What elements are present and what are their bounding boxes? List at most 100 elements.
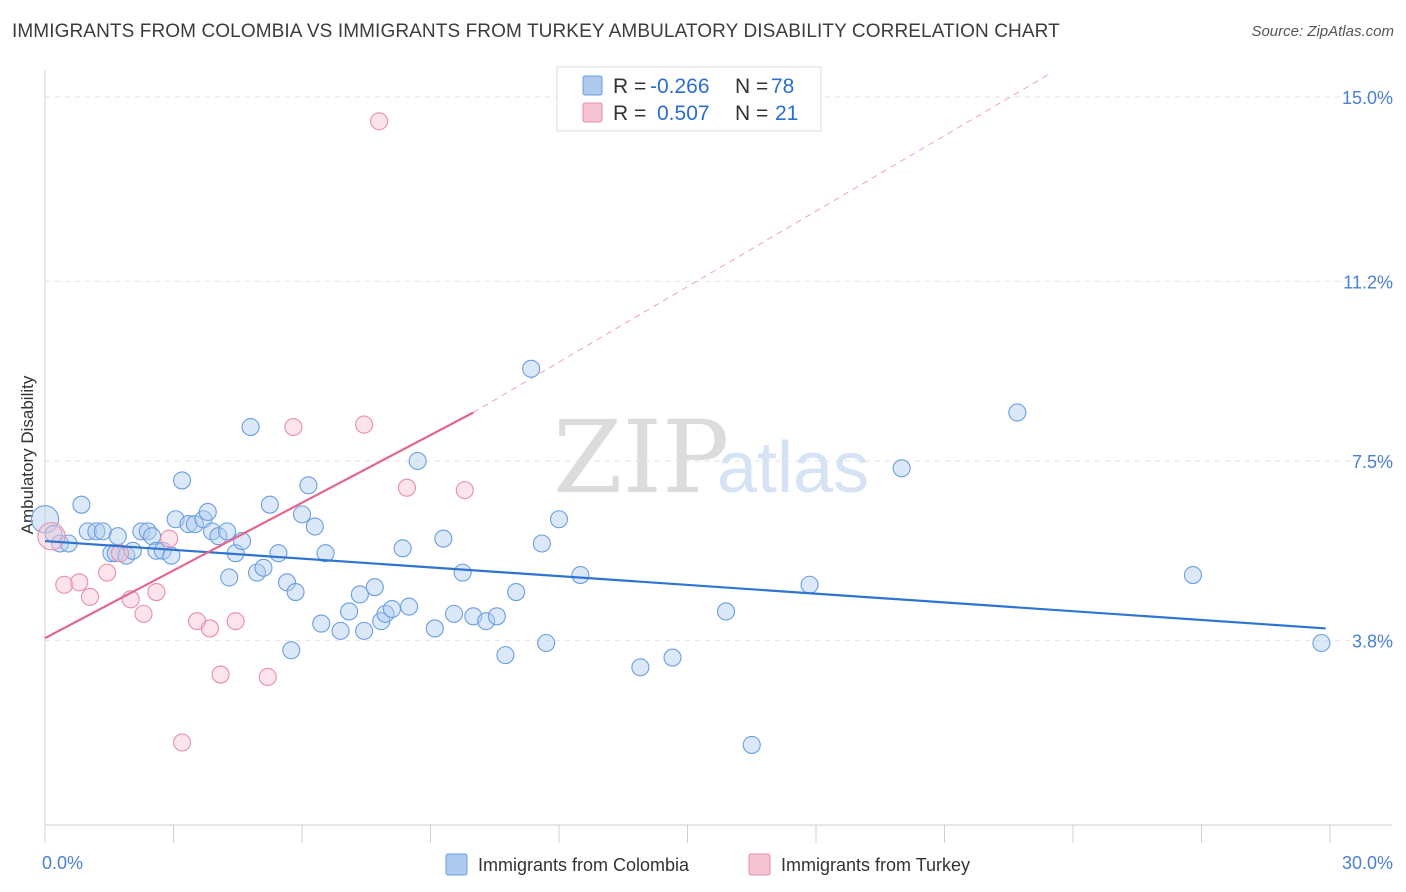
colombia-point xyxy=(365,578,384,597)
y-axis-label: Ambulatory Disability xyxy=(18,375,37,534)
stats-turkey-swatch xyxy=(582,102,603,123)
y-tick-label: 15.0% xyxy=(1342,88,1393,108)
axes xyxy=(44,70,1392,843)
turkey-point xyxy=(55,575,74,594)
turkey-point xyxy=(160,529,179,548)
colombia-point xyxy=(487,607,506,626)
x-tick-label: 0.0% xyxy=(42,853,83,873)
colombia-point xyxy=(173,471,192,490)
source-label: Source: ZipAtlas.com xyxy=(1251,23,1394,40)
colombia-point xyxy=(93,522,112,541)
stats-colombia-n-value: 78 xyxy=(771,75,794,98)
colombia-point xyxy=(496,646,515,665)
turkey-trend-line xyxy=(44,411,474,640)
colombia-point xyxy=(1008,403,1027,422)
colombia-point xyxy=(571,566,590,585)
colombia-point xyxy=(286,582,305,602)
legend-colombia-label: Immigrants from Colombia xyxy=(478,855,690,875)
turkey-point xyxy=(284,417,303,437)
watermark-zip: ZIP xyxy=(553,399,729,516)
x-tick-label: 30.0% xyxy=(1342,853,1393,873)
colombia-point xyxy=(355,621,374,640)
stats-colombia-r-label: R = xyxy=(613,75,646,98)
colombia-point xyxy=(254,558,273,577)
legend: Immigrants from Colombia Immigrants from… xyxy=(445,853,970,876)
colombia-point xyxy=(108,527,127,546)
turkey-point xyxy=(397,478,416,497)
gridlines xyxy=(45,96,1392,642)
colombia-point xyxy=(507,582,526,602)
colombia-point xyxy=(198,502,217,522)
colombia-point xyxy=(282,641,301,660)
colombia-point xyxy=(209,527,228,546)
turkey-point xyxy=(110,544,130,563)
colombia-point xyxy=(292,505,312,524)
data-points xyxy=(30,112,1331,754)
turkey-point xyxy=(455,481,474,500)
turkey-point xyxy=(355,415,374,434)
colombia-point xyxy=(477,612,496,631)
stats-colombia-swatch xyxy=(582,75,603,96)
colombia-point xyxy=(220,568,239,587)
stats-turkey-n-value: 21 xyxy=(775,102,798,125)
colombia-point xyxy=(537,633,556,653)
stats-colombia-n-label: N = xyxy=(735,75,768,98)
colombia-point xyxy=(425,619,444,638)
stats-turkey-r-value: 0.507 xyxy=(657,102,710,125)
colombia-point xyxy=(299,476,318,495)
colombia-point xyxy=(241,417,260,437)
colombia-point xyxy=(1312,633,1331,653)
turkey-point xyxy=(173,733,192,752)
stats-colombia-r-value: -0.266 xyxy=(650,75,710,98)
colombia-point xyxy=(305,517,324,536)
colombia-point xyxy=(185,515,204,534)
colombia-point xyxy=(631,658,650,677)
turkey-point xyxy=(134,604,153,623)
colombia-point xyxy=(400,597,419,616)
legend-turkey-swatch xyxy=(748,853,771,876)
turkey-point xyxy=(370,112,389,131)
turkey-point xyxy=(226,612,245,631)
colombia-point xyxy=(549,510,569,529)
stats-turkey-n-label: N = xyxy=(735,102,768,125)
stats-box: R = -0.266 N = 78 R = 0.507 N = 21 xyxy=(556,66,822,132)
colombia-point xyxy=(800,575,819,594)
y-tick-label: 7.5% xyxy=(1352,452,1393,472)
colombia-point xyxy=(340,602,359,621)
colombia-point xyxy=(522,359,541,378)
colombia-point xyxy=(350,585,369,604)
turkey-point xyxy=(258,667,277,687)
colombia-point xyxy=(269,544,288,563)
colombia-point xyxy=(312,614,331,633)
colombia-point xyxy=(260,495,279,514)
colombia-point xyxy=(87,522,106,541)
colombia-trend-line xyxy=(44,539,1326,630)
colombia-point xyxy=(453,563,472,582)
colombia-point xyxy=(742,735,761,754)
colombia-point xyxy=(1183,566,1202,585)
turkey-point xyxy=(211,665,230,684)
colombia-point xyxy=(716,602,736,621)
colombia-point xyxy=(316,544,335,563)
trend-lines xyxy=(473,72,1052,413)
turkey-point xyxy=(200,619,219,638)
colombia-point xyxy=(892,459,911,478)
turkey-trend-extension xyxy=(473,72,1052,413)
legend-turkey-label: Immigrants from Turkey xyxy=(781,855,970,875)
colombia-point xyxy=(72,495,91,514)
colombia-point xyxy=(663,648,682,667)
turkey-point xyxy=(98,563,117,582)
colombia-point xyxy=(217,522,237,541)
chart-title: IMMIGRANTS FROM COLOMBIA VS IMMIGRANTS F… xyxy=(12,21,1060,42)
turkey-point xyxy=(37,522,66,551)
colombia-point xyxy=(408,451,427,471)
turkey-point xyxy=(80,587,100,606)
colombia-point xyxy=(393,539,412,558)
watermark: ZIP atlas xyxy=(553,399,869,516)
tick-labels: 3.8% 7.5% 11.2% 15.0% 0.0% 30.0% xyxy=(42,88,1393,873)
watermark-atlas: atlas xyxy=(717,428,869,508)
legend-colombia-swatch xyxy=(445,853,468,876)
colombia-point xyxy=(434,529,453,548)
turkey-point xyxy=(147,582,166,602)
colombia-point xyxy=(132,522,151,541)
